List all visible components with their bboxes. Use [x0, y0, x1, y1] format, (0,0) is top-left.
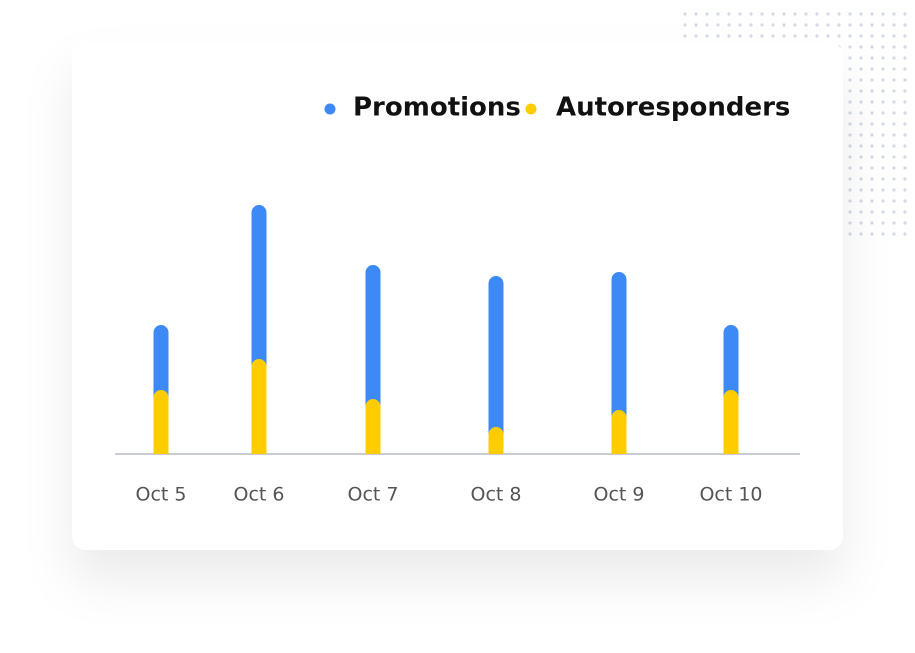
x-tick-label: Oct 6	[234, 484, 285, 506]
x-tick-label: Oct 10	[699, 484, 762, 506]
legend-dot	[525, 103, 537, 115]
x-tick-label: Oct 7	[348, 484, 399, 506]
x-tick-label: Oct 5	[136, 484, 187, 506]
legend-label: Promotions	[353, 93, 521, 123]
bar	[488, 276, 504, 454]
x-tick-label: Oct 8	[471, 484, 522, 506]
x-tick-label: Oct 9	[594, 484, 645, 506]
legend-label: Autoresponders	[556, 93, 790, 123]
bar	[611, 272, 627, 454]
legend: Promotions Autoresponders	[324, 93, 790, 123]
bar	[153, 390, 169, 454]
bar	[611, 410, 627, 454]
bar	[251, 359, 267, 454]
legend-dot	[324, 103, 336, 115]
bar	[488, 427, 504, 454]
bar	[723, 390, 739, 454]
bar	[365, 399, 381, 454]
